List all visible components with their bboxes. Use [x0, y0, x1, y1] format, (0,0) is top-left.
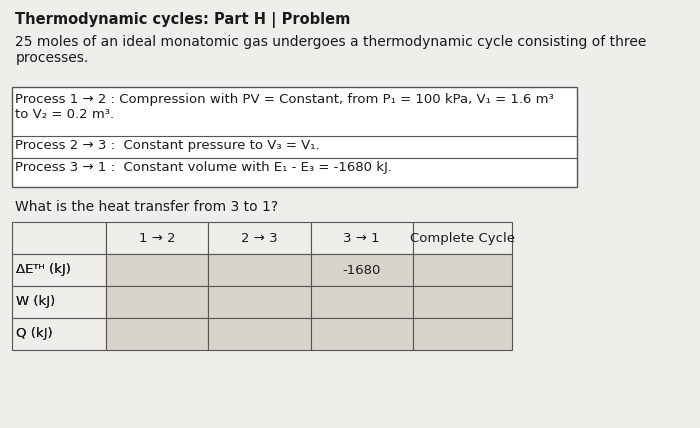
Bar	[106, 254, 208, 286]
Bar	[106, 318, 208, 350]
Bar	[413, 222, 512, 254]
Bar	[12, 318, 106, 350]
Bar	[311, 254, 413, 286]
Text: Q (kJ): Q (kJ)	[16, 327, 52, 341]
Text: 25 moles of an ideal monatomic gas undergoes a thermodynamic cycle consisting of: 25 moles of an ideal monatomic gas under…	[15, 35, 647, 65]
Bar	[311, 286, 413, 318]
Bar	[12, 87, 577, 187]
Bar	[12, 286, 106, 318]
Text: 2 → 3: 2 → 3	[241, 232, 278, 244]
Bar	[413, 254, 512, 286]
Bar	[12, 222, 106, 254]
Text: Q (kJ): Q (kJ)	[16, 327, 52, 341]
Bar	[106, 286, 208, 318]
Bar	[208, 286, 311, 318]
Text: 1 → 2: 1 → 2	[139, 232, 175, 244]
Bar	[208, 222, 311, 254]
Text: W (kJ): W (kJ)	[16, 295, 55, 309]
Bar	[12, 254, 106, 286]
Text: Process 1 → 2 : Compression with PV = Constant, from P₁ = 100 kPa, V₁ = 1.6 m³
t: Process 1 → 2 : Compression with PV = Co…	[15, 93, 554, 121]
Text: Complete Cycle: Complete Cycle	[410, 232, 515, 244]
Text: Thermodynamic cycles: Part H | Problem: Thermodynamic cycles: Part H | Problem	[15, 12, 351, 28]
Bar	[106, 222, 208, 254]
Bar	[208, 254, 311, 286]
Text: 3 → 1: 3 → 1	[344, 232, 380, 244]
Text: -1680: -1680	[342, 264, 381, 276]
Text: What is the heat transfer from 3 to 1?: What is the heat transfer from 3 to 1?	[15, 200, 279, 214]
Text: W (kJ): W (kJ)	[16, 295, 55, 309]
Text: Process 3 → 1 :  Constant volume with E₁ - E₃ = -1680 kJ.: Process 3 → 1 : Constant volume with E₁ …	[15, 161, 393, 174]
Bar	[311, 318, 413, 350]
Bar	[311, 222, 413, 254]
Bar	[413, 286, 512, 318]
Text: ΔEᵀᴴ (kJ): ΔEᵀᴴ (kJ)	[16, 264, 71, 276]
Text: Process 2 → 3 :  Constant pressure to V₃ = V₁.: Process 2 → 3 : Constant pressure to V₃ …	[15, 139, 320, 152]
Bar	[208, 318, 311, 350]
Text: ΔEᵀᴴ (kJ): ΔEᵀᴴ (kJ)	[16, 264, 71, 276]
Bar	[413, 318, 512, 350]
